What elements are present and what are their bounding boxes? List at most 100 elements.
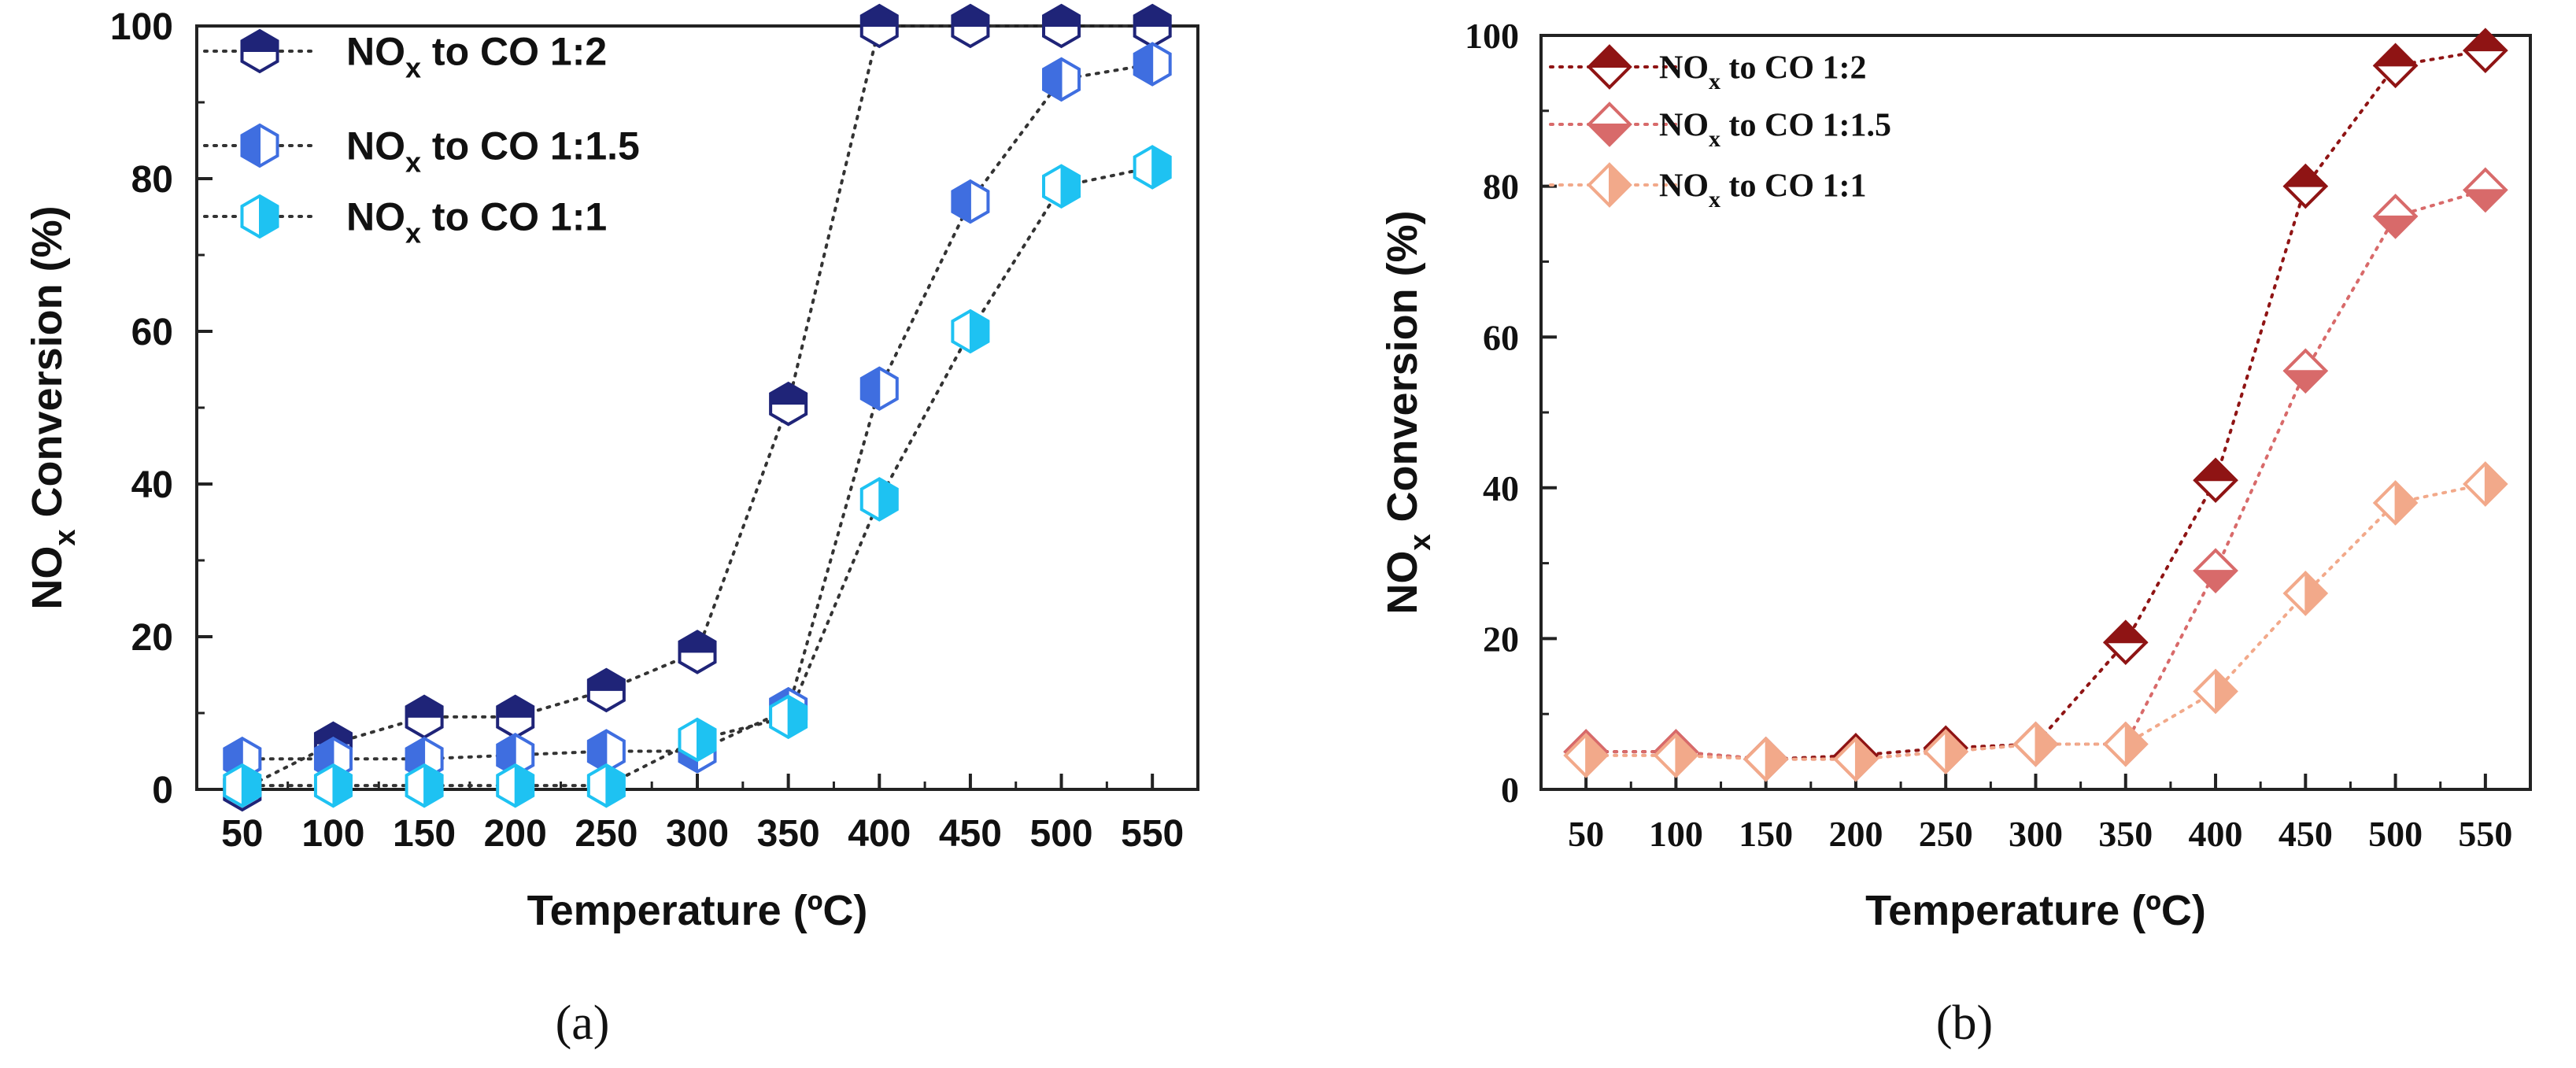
data-point-s0-3	[496, 694, 535, 740]
legend-marker-0-fill	[1587, 45, 1632, 68]
x-tick-label: 250	[575, 813, 638, 855]
data-point-s0-10-fill	[1133, 4, 1171, 27]
data-point-s0-8-fill	[2282, 164, 2328, 187]
y-tick-label: 80	[131, 159, 173, 201]
legend-marker-2-fill	[259, 194, 279, 238]
series-line-0	[1584, 49, 2487, 761]
panel-caption: (b)	[1936, 996, 1993, 1050]
data-point-s2-4	[586, 763, 626, 808]
y-axis-label: NOx Conversion (%)	[1379, 210, 1437, 614]
data-point-s2-3-fill	[514, 763, 534, 807]
data-point-s0-2	[405, 694, 444, 740]
data-point-s1-7-fill	[860, 367, 881, 411]
data-point-s2-1	[313, 763, 353, 808]
y-tick-label: 20	[1483, 619, 1519, 660]
series-line-2	[240, 165, 1155, 788]
legend-label-2-sub: x	[405, 217, 421, 249]
data-point-s1-9	[1042, 57, 1081, 102]
y-axis-label-group: NOx Conversion (%)	[24, 205, 82, 609]
x-tick-label: 150	[393, 813, 456, 855]
x-tick-label: 150	[1739, 814, 1793, 854]
y-tick-label: 20	[131, 617, 173, 659]
data-point-s0-9-fill	[2373, 43, 2419, 67]
legend-item-0: NOx to CO 1:2	[1549, 44, 1866, 95]
legend-label-1-rest: to CO 1:1.5	[421, 124, 640, 168]
y-axis-label-rest: Conversion (%)	[24, 205, 71, 529]
x-tick-label: 100	[301, 813, 364, 855]
x-tick-label: 450	[2278, 814, 2333, 854]
legend-label-2: NOx to CO 1:1	[346, 195, 607, 249]
legend-label-0-main: NO	[1659, 50, 1709, 87]
x-axis-label: Temperature (ºC)	[527, 887, 868, 934]
data-point-s0-8	[951, 3, 990, 49]
data-point-s0-6	[2102, 619, 2149, 666]
data-point-s2-5	[2012, 721, 2059, 767]
y-axis-label-rest: Conversion (%)	[1379, 210, 1426, 534]
legend-marker-1-fill	[241, 124, 261, 168]
data-point-s0-6-fill	[770, 382, 808, 405]
data-point-s0-8	[2282, 163, 2329, 209]
legend-item-2: NOx to CO 1:1	[1549, 162, 1866, 212]
data-point-s2-5-fill	[697, 718, 716, 762]
data-point-s2-0-fill	[1585, 733, 1608, 778]
legend-label-2-sub: x	[1709, 187, 1720, 212]
data-point-s2-4-fill	[605, 763, 625, 807]
y-tick-label: 40	[131, 464, 173, 506]
data-point-s2-3	[1833, 736, 1879, 782]
data-point-s1-9	[2372, 194, 2419, 239]
data-point-s2-2-fill	[1765, 737, 1788, 782]
data-point-s1-7-fill	[2193, 570, 2238, 593]
data-point-s2-6	[2102, 721, 2149, 767]
data-point-s1-9-fill	[2373, 215, 2419, 238]
y-axis-label-main: NO	[24, 546, 71, 610]
legend-label-0: NOx to CO 1:2	[1659, 50, 1866, 95]
data-point-s2-7	[2193, 668, 2238, 715]
chart-panel-b: 50 100 150 200 250 300 350 400 450 500 550 0 20 40 60 8…	[1379, 16, 2532, 1050]
data-point-s0-3-fill	[497, 695, 534, 718]
data-point-s0-8-fill	[952, 4, 989, 27]
data-point-s2-3	[496, 763, 535, 808]
data-point-s2-0	[223, 763, 262, 808]
data-point-s0-9-fill	[1043, 4, 1081, 27]
x-tick-label: 350	[2098, 814, 2153, 854]
data-point-s2-8	[2282, 571, 2329, 616]
x-tick-label: 450	[939, 813, 1002, 855]
legend-label-2-main: NO	[346, 195, 405, 239]
legend-marker-0	[1587, 44, 1632, 90]
y-axis-label-sub: x	[49, 529, 82, 545]
data-point-s2-8-fill	[969, 309, 989, 353]
legend-marker-0	[240, 28, 279, 74]
data-point-s0-9	[1042, 3, 1081, 49]
y-axis-label: NOx Conversion (%)	[24, 205, 82, 609]
data-point-s2-9	[1042, 164, 1081, 209]
series-line-1	[1584, 188, 2487, 761]
x-tick-label: 50	[221, 813, 263, 855]
data-point-s2-10-fill	[2484, 461, 2508, 507]
legend-label-1-sub: x	[405, 146, 421, 179]
data-point-s1-4-fill	[587, 729, 608, 774]
data-point-s0-7	[2193, 457, 2238, 504]
legend-label-0: NOx to CO 1:2	[346, 30, 607, 84]
legend-label-1: NOx to CO 1:1.5	[346, 124, 640, 179]
data-point-s2-1-fill	[1675, 733, 1698, 778]
legend-label-1: NOx to CO 1:1.5	[1659, 108, 1891, 153]
data-point-s2-9-fill	[1060, 164, 1081, 209]
data-point-s0-2-fill	[405, 695, 443, 718]
x-tick-label: 100	[1649, 814, 1703, 854]
data-point-s2-9	[2372, 480, 2419, 526]
legend-label-1-rest: to CO 1:1.5	[1720, 108, 1891, 144]
legend-item-1: NOx to CO 1:1.5	[1549, 102, 1891, 153]
data-point-s2-6-fill	[2124, 722, 2148, 767]
data-point-s2-2-fill	[423, 763, 443, 807]
data-point-s0-10	[2463, 28, 2508, 73]
plot-frame	[1539, 34, 2532, 791]
x-tick-label: 200	[1828, 814, 1883, 854]
y-tick-label: 100	[110, 6, 173, 48]
legend-label-0-main: NO	[346, 30, 405, 74]
x-tick-label: 400	[2189, 814, 2243, 854]
x-tick-label: 400	[848, 813, 911, 855]
x-tick-label: 300	[2009, 814, 2063, 854]
legend-label-0-rest: to CO 1:2	[1720, 50, 1866, 87]
